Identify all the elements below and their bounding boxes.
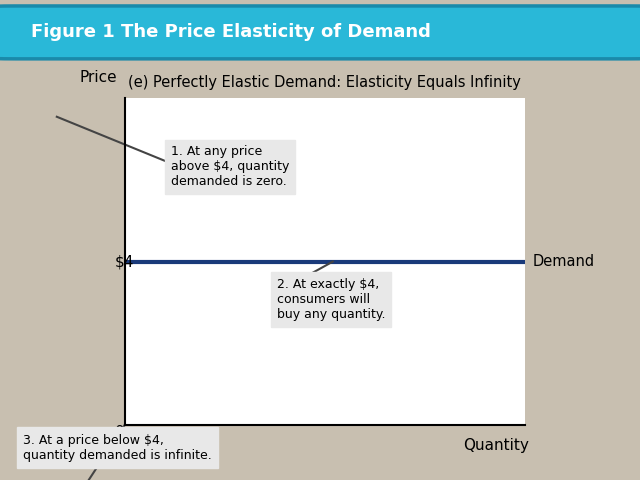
Text: Quantity: Quantity — [463, 438, 529, 453]
Text: Price: Price — [79, 71, 117, 85]
Text: 1. At any price
above $4, quantity
demanded is zero.: 1. At any price above $4, quantity deman… — [171, 145, 289, 188]
Title: (e) Perfectly Elastic Demand: Elasticity Equals Infinity: (e) Perfectly Elastic Demand: Elasticity… — [129, 75, 521, 90]
Text: Figure 1 The Price Elasticity of Demand: Figure 1 The Price Elasticity of Demand — [31, 24, 431, 41]
Text: 2. At exactly $4,
consumers will
buy any quantity.: 2. At exactly $4, consumers will buy any… — [277, 278, 385, 321]
Text: $4: $4 — [115, 254, 134, 269]
Text: 0: 0 — [115, 425, 124, 440]
FancyBboxPatch shape — [0, 6, 640, 59]
Text: Demand: Demand — [533, 254, 595, 269]
Text: 3. At a price below $4,
quantity demanded is infinite.: 3. At a price below $4, quantity demande… — [23, 433, 212, 462]
